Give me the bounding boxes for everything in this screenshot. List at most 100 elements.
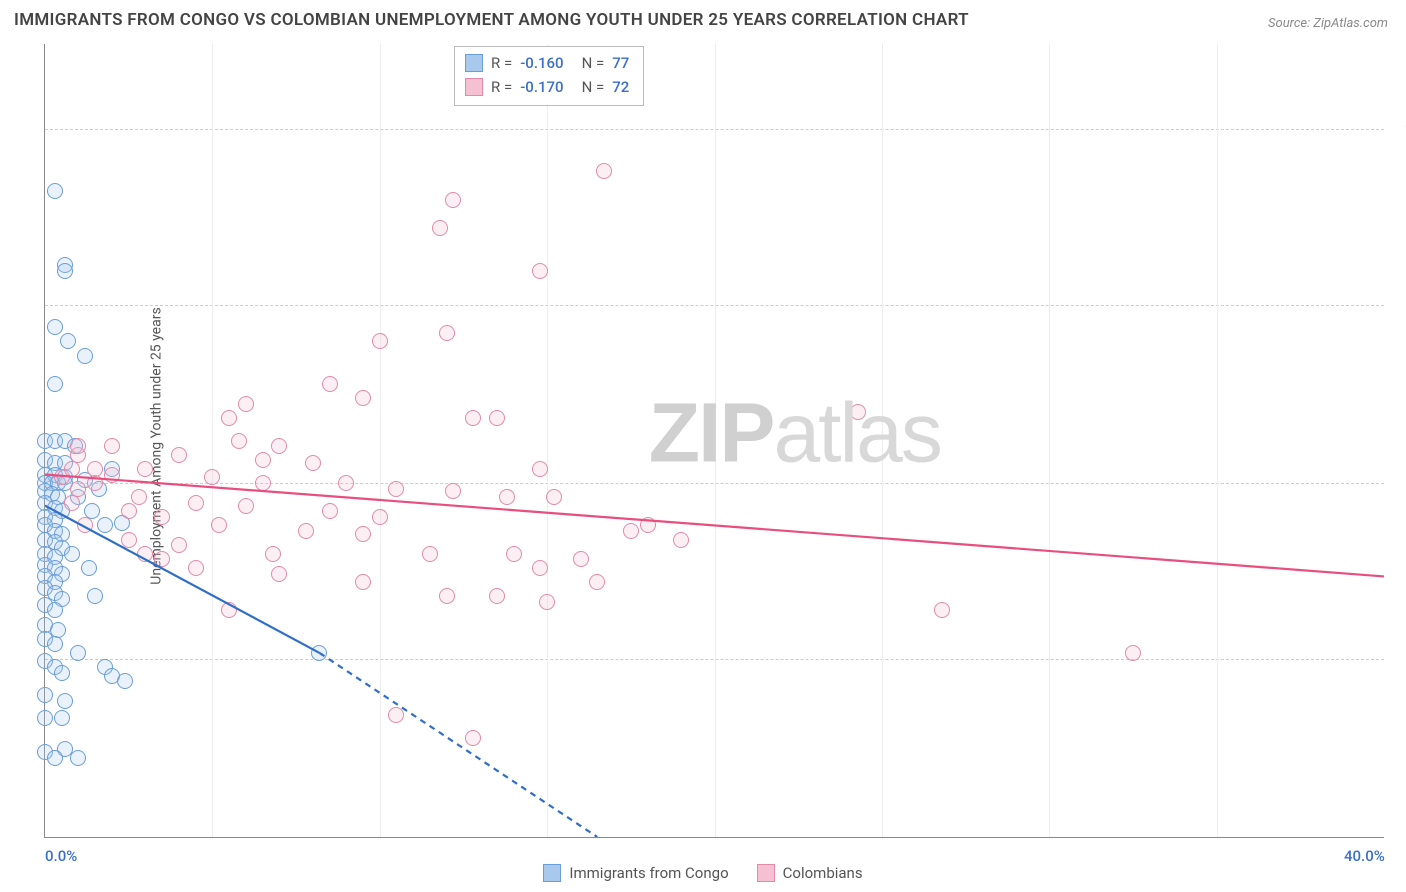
stats-row-colombians: R = -0.170 N = 72 — [465, 75, 629, 99]
scatter-point — [388, 707, 404, 723]
scatter-point — [298, 523, 314, 539]
scatter-point — [506, 546, 522, 562]
scatter-point — [422, 546, 438, 562]
scatter-point — [131, 489, 147, 505]
scatter-point — [673, 532, 689, 548]
stat-n-colombians: 72 — [612, 75, 629, 99]
scatter-point — [322, 376, 338, 392]
scatter-point — [87, 588, 103, 604]
scatter-point — [70, 645, 86, 661]
legend-item-congo: Immigrants from Congo — [543, 864, 728, 882]
scatter-point — [47, 319, 63, 335]
scatter-point — [231, 433, 247, 449]
scatter-point — [54, 710, 70, 726]
scatter-point — [104, 438, 120, 454]
scatter-point — [532, 560, 548, 576]
scatter-point — [596, 163, 612, 179]
scatter-point — [265, 546, 281, 562]
chart-title: IMMIGRANTS FROM CONGO VS COLOMBIAN UNEMP… — [14, 10, 969, 30]
scatter-point — [64, 546, 80, 562]
stat-r-colombians: -0.170 — [520, 75, 563, 99]
scatter-point — [221, 602, 237, 618]
scatter-point — [573, 551, 589, 567]
scatter-point — [311, 645, 327, 661]
scatter-point — [255, 452, 271, 468]
watermark: ZIPatlas — [649, 384, 941, 481]
watermark-light: atlas — [773, 385, 940, 479]
scatter-point — [499, 489, 515, 505]
legend-swatch-colombians — [757, 864, 775, 882]
scatter-point — [532, 461, 548, 477]
scatter-point — [37, 687, 53, 703]
y-tick-label: 18.8% — [1390, 296, 1406, 314]
swatch-colombians — [465, 78, 483, 96]
legend-swatch-congo — [543, 864, 561, 882]
scatter-point — [539, 594, 555, 610]
stat-r-congo: -0.160 — [520, 51, 563, 75]
scatter-point — [238, 396, 254, 412]
scatter-point — [1125, 645, 1141, 661]
scatter-point — [188, 495, 204, 511]
scatter-point — [546, 489, 562, 505]
scatter-point — [81, 560, 97, 576]
swatch-congo — [465, 54, 483, 72]
scatter-point — [104, 467, 120, 483]
x-tick-label: 0.0% — [45, 847, 77, 865]
scatter-point — [532, 263, 548, 279]
scatter-point — [57, 263, 73, 279]
scatter-point — [640, 517, 656, 533]
scatter-point — [338, 475, 354, 491]
scatter-point — [70, 438, 86, 454]
stat-n-label: N = — [582, 51, 605, 75]
scatter-point — [271, 566, 287, 582]
scatter-point — [137, 546, 153, 562]
watermark-bold: ZIP — [649, 385, 774, 479]
y-tick-label: 12.5% — [1390, 474, 1406, 492]
scatter-point — [355, 526, 371, 542]
scatter-point — [47, 750, 63, 766]
scatter-point — [465, 410, 481, 426]
legend-label-congo: Immigrants from Congo — [569, 864, 728, 882]
gridline-v — [1049, 44, 1050, 837]
scatter-point — [47, 636, 63, 652]
stat-r-label: R = — [491, 51, 512, 75]
legend-label-colombians: Colombians — [783, 864, 863, 882]
scatter-point — [439, 325, 455, 341]
scatter-point — [271, 438, 287, 454]
stat-r-label: R = — [491, 75, 512, 99]
x-tick-label: 40.0% — [1344, 847, 1385, 865]
scatter-point — [432, 220, 448, 236]
scatter-point — [255, 475, 271, 491]
scatter-point — [211, 517, 227, 533]
scatter-point — [87, 475, 103, 491]
scatter-point — [445, 483, 461, 499]
scatter-point — [77, 348, 93, 364]
scatter-point — [70, 750, 86, 766]
scatter-point — [238, 498, 254, 514]
scatter-point — [445, 192, 461, 208]
scatter-point — [221, 410, 237, 426]
scatter-point — [439, 588, 455, 604]
scatter-point — [60, 333, 76, 349]
stats-row-congo: R = -0.160 N = 77 — [465, 51, 629, 75]
scatter-point — [305, 455, 321, 471]
scatter-point — [87, 461, 103, 477]
scatter-point — [589, 574, 605, 590]
legend-item-colombians: Colombians — [757, 864, 863, 882]
scatter-point — [37, 710, 53, 726]
scatter-point — [97, 517, 113, 533]
scatter-point — [47, 183, 63, 199]
scatter-point — [171, 537, 187, 553]
scatter-point — [188, 560, 204, 576]
scatter-point — [355, 390, 371, 406]
scatter-point — [154, 509, 170, 525]
scatter-point — [121, 532, 137, 548]
gridline-v — [1217, 44, 1218, 837]
scatter-point — [77, 517, 93, 533]
scatter-point — [355, 574, 371, 590]
source-credit: Source: ZipAtlas.com — [1268, 16, 1388, 31]
gridline-v — [380, 44, 381, 837]
scatter-point — [322, 503, 338, 519]
scatter-point — [204, 469, 220, 485]
bottom-legend: Immigrants from Congo Colombians — [0, 864, 1406, 882]
